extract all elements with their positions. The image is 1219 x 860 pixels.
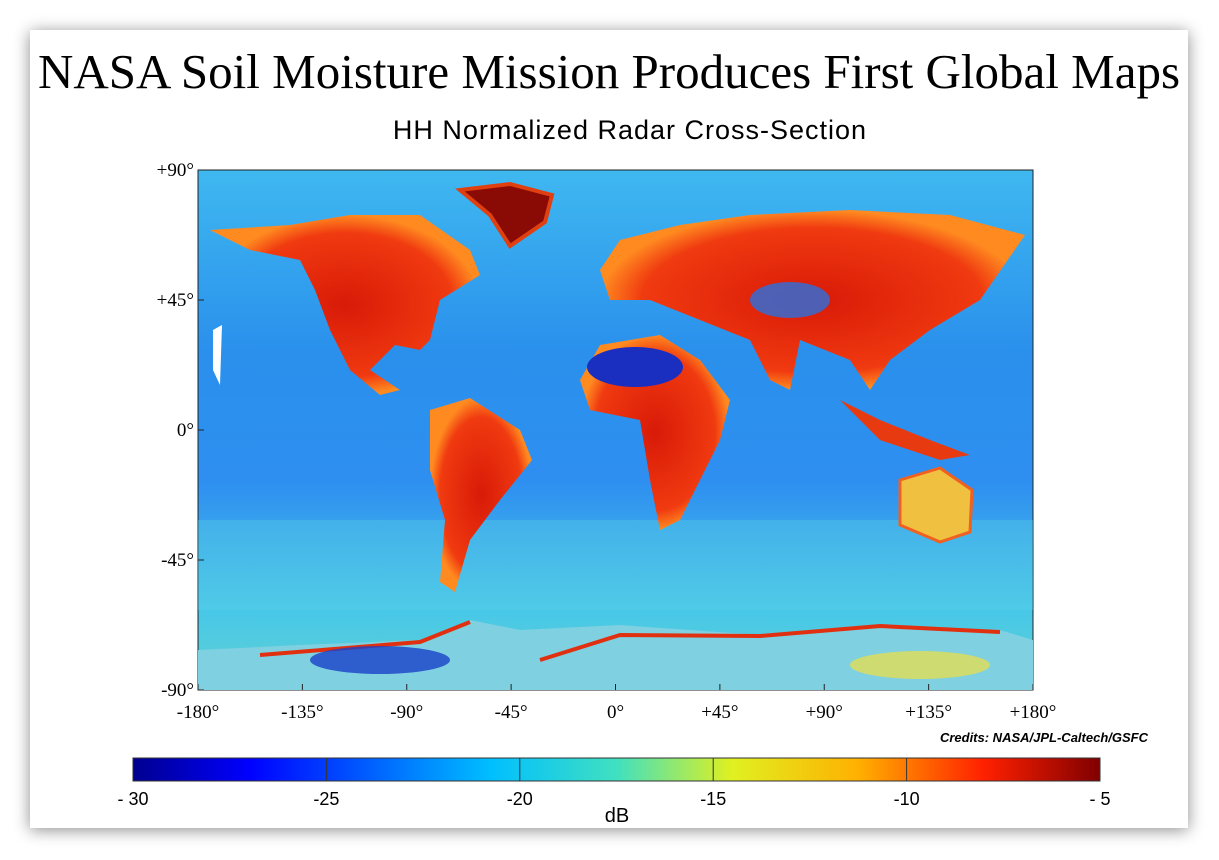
y-tick-label: -45° [161,550,194,571]
x-tick-label: 0° [607,702,624,723]
x-tick-label: -90° [390,702,423,723]
colorbar-ticks: - 30 -25 -20 -15 -10 - 5 [117,758,1111,809]
x-tick-label: +90° [806,702,843,723]
indonesia [840,400,970,460]
south-america [430,398,532,592]
antarctica-edge [259,620,1001,662]
colorbar-tick-label: -10 [894,789,920,809]
x-tick-label: +135° [905,702,952,723]
x-tick-label: -135° [281,702,323,723]
y-tick-label: 0° [177,420,194,441]
sahara [587,347,683,387]
x-tick-label: +45° [701,702,738,723]
colorbar-label: dB [605,805,629,827]
australia [898,466,974,544]
x-tick-label: +180° [1010,702,1057,723]
credits: Credits: NASA/JPL-Caltech/GSFC [940,730,1149,745]
antarctic-low [310,646,450,674]
y-tick-label: +90° [157,160,194,181]
x-tick-label: -180° [177,702,219,723]
subtitle: HH Normalized Radar Cross-Section [393,115,867,145]
map [197,169,1034,691]
antarctic-high [850,651,990,679]
y-tick-label: -90° [161,680,194,701]
y-tick-label: +45° [157,290,194,311]
north-america [210,215,480,395]
colorbar-tick-label: - 5 [1089,789,1110,809]
greenland [455,181,555,249]
title: NASA Soil Moisture Mission Produces Firs… [38,44,1180,99]
ocean-band [198,520,1033,610]
colorbar-tick-label: - 30 [117,789,148,809]
data-gap [213,325,222,385]
colorbar-tick-label: -15 [700,789,726,809]
colorbar-tick-label: -20 [507,789,533,809]
colorbar [132,757,1101,782]
map-axes: -180° -135° -90° -45° 0° +45° +90° +135° +180° +9… [157,160,1057,723]
central-asia [750,282,830,318]
colorbar-tick-label: -25 [313,789,339,809]
x-tick-label: -45° [495,702,528,723]
